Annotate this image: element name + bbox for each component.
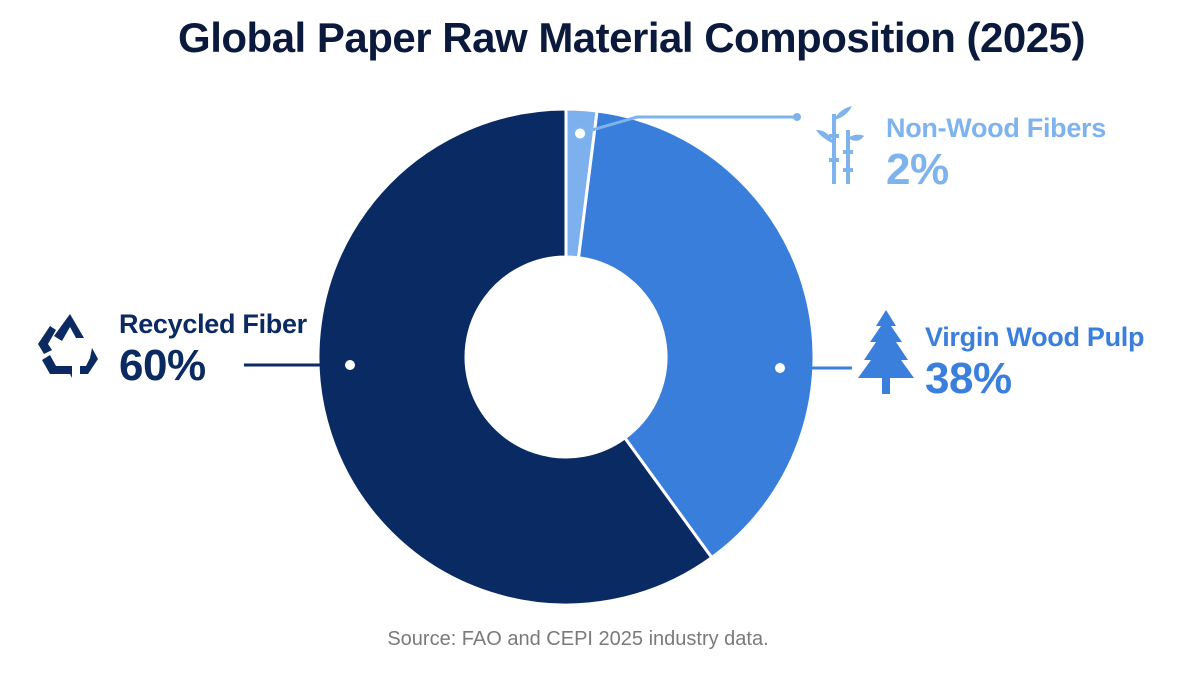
slice-value-non-wood-fibers: 2% [886, 145, 949, 194]
slice-label-recycled-fiber: Recycled Fiber [119, 309, 307, 339]
source-note: Source: FAO and CEPI 2025 industry data. [387, 628, 769, 650]
pine-tree-icon [856, 308, 916, 401]
slice-recycled-fiber [316, 107, 714, 607]
slice-label-non-wood-fibers: Non-Wood Fibers [886, 113, 1106, 143]
slice-virgin-wood-pulp [576, 109, 816, 560]
chart-title: Global Paper Raw Material Composition (2… [178, 14, 1085, 61]
label-non-wood-fibers: Non-Wood Fibers 2% [886, 113, 1106, 192]
bamboo-icon [808, 100, 868, 193]
leader-virgin-wood-pulp-dot [773, 361, 787, 375]
leader-non-wood-fibers [579, 115, 796, 135]
leader-recycled-fiber-dot [343, 358, 357, 372]
slice-label-virgin-wood-pulp: Virgin Wood Pulp [925, 322, 1145, 352]
leader-non-wood-fibers-dot [573, 126, 588, 141]
leader-non-wood-fibers-end [793, 113, 801, 121]
recycle-icon [34, 308, 106, 385]
label-recycled-fiber: Recycled Fiber 60% [119, 309, 307, 388]
slice-value-virgin-wood-pulp: 38% [925, 354, 1012, 403]
label-virgin-wood-pulp: Virgin Wood Pulp 38% [925, 322, 1145, 403]
slice-value-recycled-fiber: 60% [119, 341, 206, 390]
